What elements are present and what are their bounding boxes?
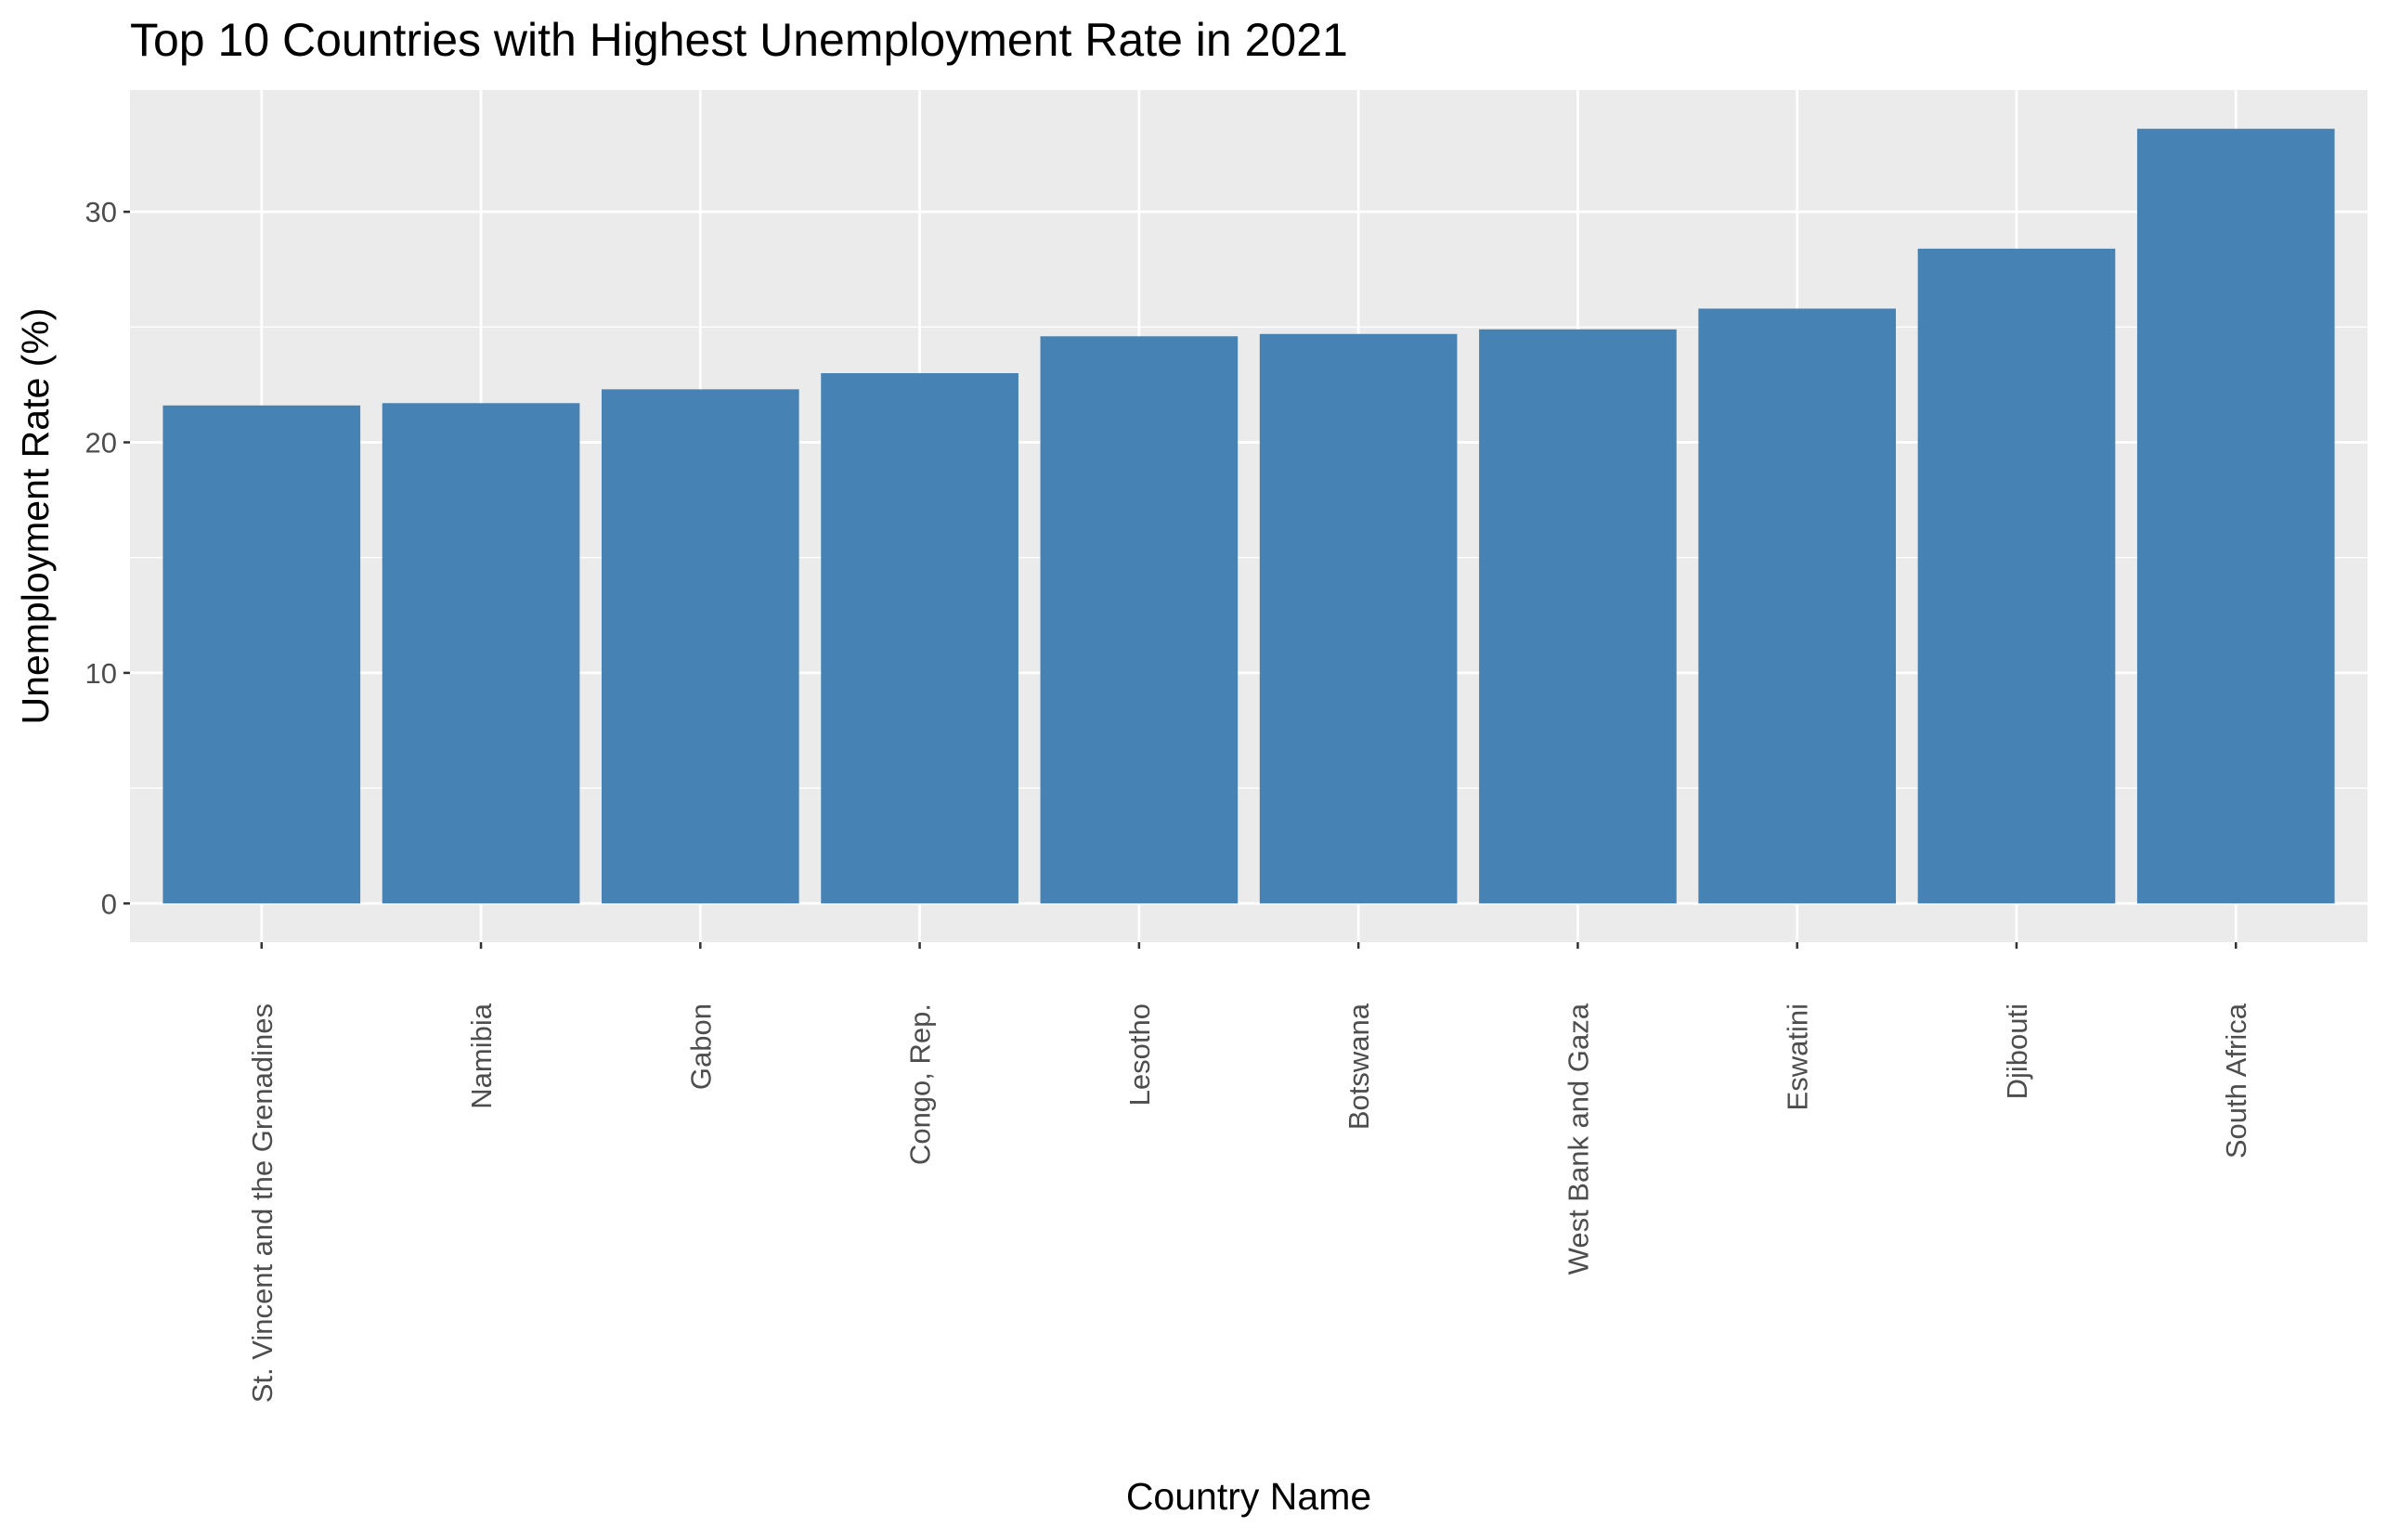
x-tick-label: Botswana xyxy=(1343,1003,1375,1130)
bar xyxy=(1698,308,1897,904)
chart-title: Top 10 Countries with Highest Unemployme… xyxy=(130,14,1348,66)
y-tick-label: 0 xyxy=(101,887,117,920)
bar xyxy=(382,403,580,904)
bar xyxy=(821,373,1018,904)
x-axis-title: Country Name xyxy=(1126,1475,1371,1518)
y-tick-label: 10 xyxy=(85,657,117,690)
bar xyxy=(601,389,799,904)
bar xyxy=(1040,336,1239,904)
bar xyxy=(2136,128,2335,904)
bar xyxy=(1917,248,2116,904)
x-tick-label: West Bank and Gaza xyxy=(1562,1003,1594,1275)
x-tick-label: South Africa xyxy=(2220,1003,2252,1158)
x-tick-label: St. Vincent and the Grenadines xyxy=(246,1003,279,1403)
bar xyxy=(162,405,361,904)
y-axis-title: Unemployment Rate (%) xyxy=(14,308,57,725)
x-tick-label: Lesotho xyxy=(1123,1003,1156,1106)
bar xyxy=(1479,329,1677,904)
x-tick-label: Namibia xyxy=(465,1003,498,1108)
x-tick-label: Eswatini xyxy=(1782,1003,1814,1110)
y-tick-label: 30 xyxy=(85,196,117,228)
x-axis: St. Vincent and the Grenadines Namibia Gab… xyxy=(246,942,2252,1403)
y-tick-label: 20 xyxy=(85,427,117,459)
x-tick-label: Gabon xyxy=(684,1003,717,1090)
bars xyxy=(162,128,2335,904)
x-tick-label: Djibouti xyxy=(2001,1003,2033,1099)
y-axis: 0 10 20 30 xyxy=(85,196,130,920)
bar xyxy=(1259,333,1458,904)
x-tick-label: Congo, Rep. xyxy=(904,1003,937,1165)
